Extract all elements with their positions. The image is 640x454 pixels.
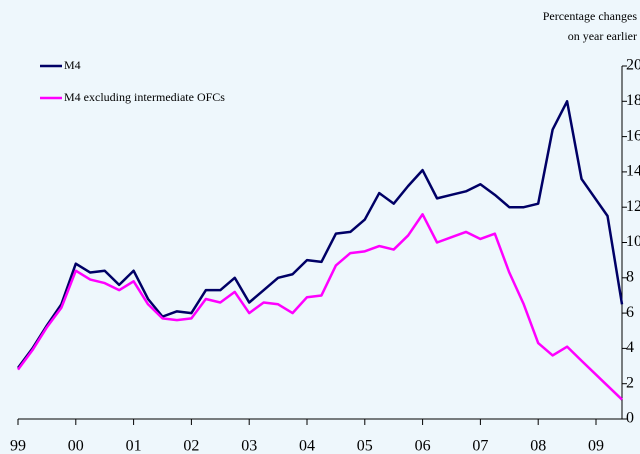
series-line <box>16 100 624 369</box>
y-tick-label: 18 <box>626 92 640 109</box>
legend-label: M4 excluding intermediate OFCs <box>64 90 225 104</box>
y-axis-label: Percentage changes <box>543 9 638 23</box>
y-axis-label: on year earlier <box>568 29 637 43</box>
x-tick-label: 02 <box>183 438 199 454</box>
y-tick-label: 6 <box>626 304 634 321</box>
y-tick-label: 12 <box>626 198 640 215</box>
series-line <box>16 213 623 401</box>
x-tick-label: 01 <box>126 438 142 454</box>
x-tick-label: 04 <box>299 438 315 454</box>
y-tick-label: 4 <box>626 339 634 356</box>
x-tick-label: 08 <box>530 438 546 454</box>
y-tick-label: 0 <box>626 410 634 427</box>
x-tick-label: 03 <box>241 438 257 454</box>
x-tick-label: 99 <box>10 438 26 454</box>
x-tick-label: 00 <box>68 438 84 454</box>
x-tick-label: 09 <box>588 438 604 454</box>
legend-label: M4 <box>64 58 81 72</box>
x-tick-label: 07 <box>472 438 488 454</box>
x-tick-label: 06 <box>415 438 431 454</box>
y-tick-label: 16 <box>626 127 640 144</box>
x-tick-label: 05 <box>357 438 373 454</box>
y-tick-label: 10 <box>626 233 640 250</box>
y-tick-label: 2 <box>626 374 634 391</box>
y-tick-label: 20 <box>626 57 640 74</box>
y-tick-label: 14 <box>626 163 640 180</box>
y-tick-label: 8 <box>626 268 634 285</box>
